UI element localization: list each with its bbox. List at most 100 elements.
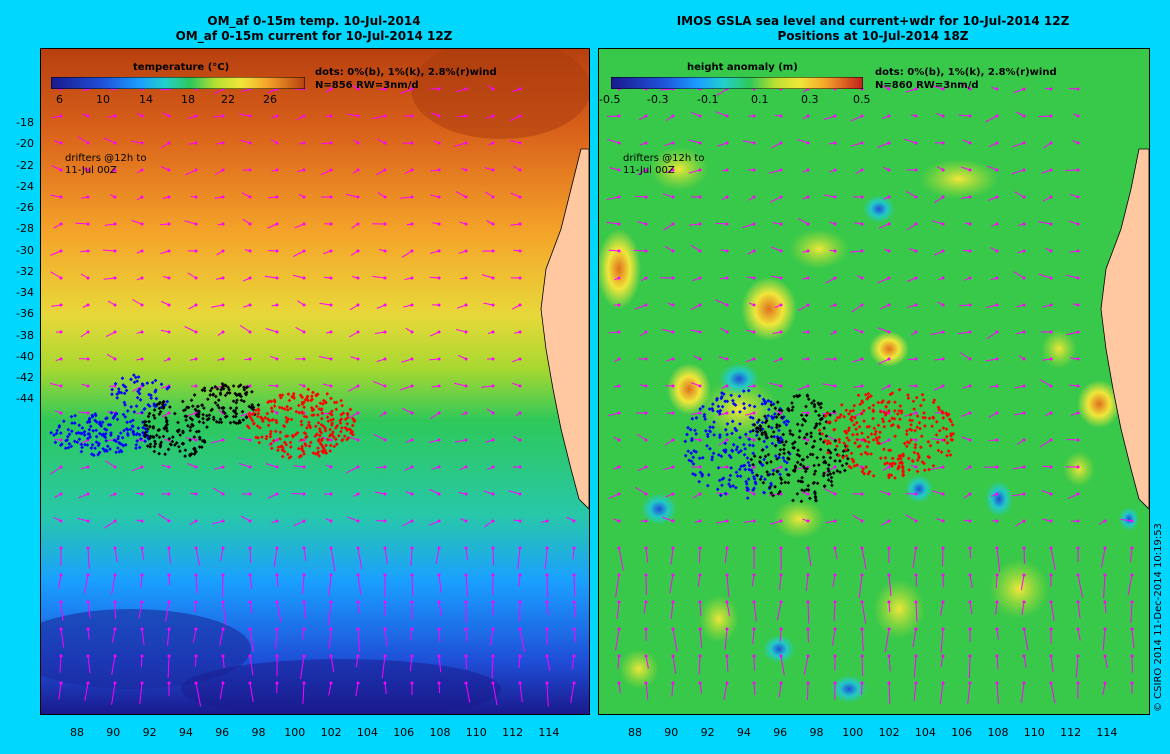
vector-origin — [194, 600, 198, 604]
current-vector — [212, 385, 224, 389]
vector-origin — [779, 168, 783, 172]
drifter-dot — [317, 433, 322, 438]
vector-origin — [59, 438, 63, 442]
current-vector — [1104, 655, 1108, 669]
vector-origin — [644, 276, 648, 280]
vector-origin — [860, 546, 864, 550]
vector-origin — [329, 600, 333, 604]
vector-origin — [644, 384, 648, 388]
right-sea-level-map[interactable]: height anomaly (m) -0.5 -0.3 -0.1 0.1 0.… — [598, 48, 1150, 715]
vector-origin — [860, 114, 864, 118]
vector-origin — [644, 114, 648, 118]
vector-origin — [491, 195, 495, 199]
drifter-dot — [882, 447, 886, 452]
drifter-dot — [330, 409, 334, 414]
drifter-dot — [763, 430, 767, 434]
drifter-dot — [755, 426, 759, 430]
vector-origin — [806, 384, 810, 388]
drifter-dot — [781, 456, 786, 460]
drifter-dot — [103, 427, 107, 431]
vector-origin — [806, 141, 810, 145]
drifter-dot — [317, 454, 322, 458]
current-vector — [834, 547, 838, 560]
current-vector — [1102, 628, 1106, 651]
vector-origin — [617, 627, 621, 631]
vector-origin — [302, 438, 306, 442]
vector-origin — [698, 411, 702, 415]
vector-origin — [725, 573, 729, 577]
vector-origin — [644, 492, 648, 496]
drifter-dot — [156, 428, 161, 433]
vector-origin — [671, 627, 675, 631]
sla-anomaly-blob — [1063, 451, 1095, 487]
drifter-dot — [748, 429, 753, 434]
drifter-dot — [917, 420, 922, 425]
drifter-dot — [280, 393, 285, 397]
current-vector — [384, 547, 388, 564]
drifter-dot — [763, 477, 767, 482]
vector-origin — [167, 600, 171, 604]
vector-origin — [995, 357, 999, 361]
right-n-note: N=860 RW=3nm/d — [875, 80, 979, 91]
vector-origin — [1076, 573, 1080, 577]
vector-origin — [491, 681, 495, 685]
vector-origin — [914, 465, 918, 469]
current-vector — [454, 142, 467, 147]
drifter-dot — [330, 421, 334, 425]
drifter-dot — [711, 451, 716, 456]
vector-origin — [914, 519, 918, 523]
vector-origin — [518, 303, 522, 307]
drifter-dot — [332, 444, 337, 449]
current-vector — [301, 628, 305, 640]
drifter-dot — [123, 403, 127, 407]
drifter-dot — [912, 407, 917, 411]
drifter-dot — [866, 391, 871, 396]
vector-origin — [86, 330, 90, 334]
current-vector — [670, 547, 674, 565]
sla-anomaly-blob — [641, 493, 677, 525]
vector-origin — [644, 357, 648, 361]
sla-anomaly-blob — [789, 229, 849, 269]
drifter-dot — [777, 424, 782, 428]
left-temperature-map[interactable]: temperature (°C) 6 10 14 18 22 26 dots: … — [40, 48, 590, 715]
current-vector — [400, 88, 413, 95]
current-vector — [453, 382, 467, 387]
drifter-dot — [826, 478, 831, 482]
vector-origin — [914, 87, 918, 91]
vector-origin — [464, 384, 468, 388]
drifter-dot — [158, 445, 163, 449]
current-vector — [1077, 628, 1081, 641]
drifter-dot — [129, 377, 133, 382]
current-vector — [608, 493, 620, 500]
vector-origin — [302, 681, 306, 685]
drifter-dot — [800, 479, 805, 484]
drifter-dot — [897, 461, 902, 465]
current-vector — [912, 547, 917, 568]
vector-origin — [140, 465, 144, 469]
vector-origin — [617, 276, 621, 280]
vector-origin — [59, 168, 63, 172]
vector-origin — [167, 546, 171, 550]
vector-origin — [1130, 573, 1134, 577]
drifter-dot — [763, 454, 768, 459]
vector-origin — [725, 438, 729, 442]
current-vector — [1038, 273, 1052, 279]
vector-origin — [329, 681, 333, 685]
current-vector — [940, 628, 944, 653]
drifter-dot — [848, 417, 853, 421]
vector-origin — [194, 222, 198, 226]
vector-origin — [725, 195, 729, 199]
drifter-dot — [181, 430, 185, 435]
vector-origin — [671, 600, 675, 604]
vector-origin — [1076, 168, 1080, 172]
drifter-dot — [786, 406, 790, 411]
drifter-dot — [184, 418, 188, 422]
vector-origin — [59, 492, 63, 496]
drifter-dot — [869, 452, 873, 456]
vector-origin — [86, 384, 90, 388]
current-vector — [797, 218, 809, 225]
drifter-dot — [159, 382, 164, 387]
current-vector — [769, 196, 782, 203]
vector-origin — [725, 384, 729, 388]
drifter-dot — [338, 421, 343, 425]
